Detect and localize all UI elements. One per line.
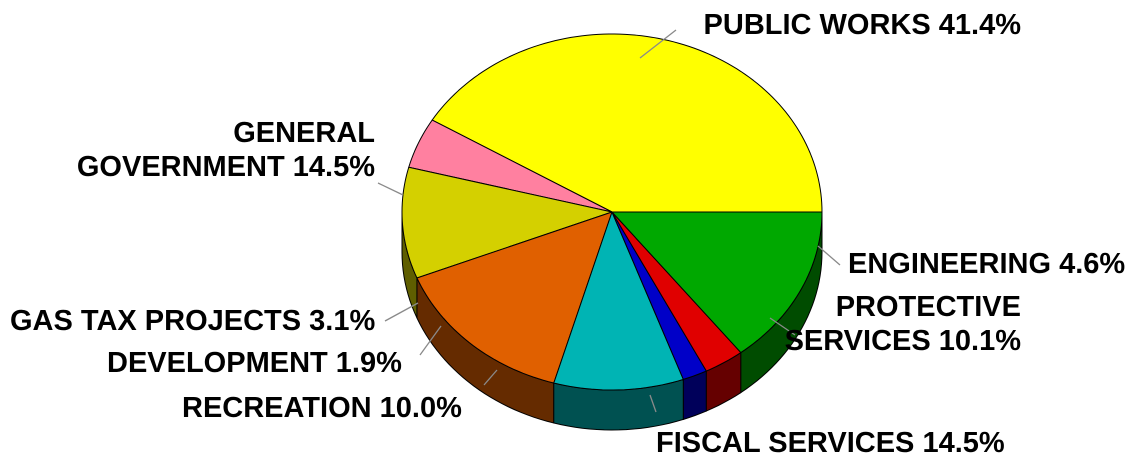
leader-line-4 [649, 394, 657, 413]
leader-line-7 [384, 302, 419, 322]
leader-line-2 [817, 245, 841, 266]
leader-line-6 [419, 325, 442, 356]
leader-line-3 [769, 317, 796, 336]
slice-label-6: DEVELOPMENT 1.9% [107, 347, 402, 379]
slice-label-8-line-1: GENERAL [233, 117, 375, 149]
slice-label-5: RECREATION 10.0% [182, 392, 462, 424]
pie-slice-1 [431, 33, 823, 213]
pie-slice-2 [408, 119, 613, 213]
pie-slice-7 [611, 211, 742, 372]
slice-label-8-line-2: GOVERNMENT 14.5% [77, 151, 375, 183]
slice-label-2: ENGINEERING 4.6% [848, 248, 1125, 280]
pie-slice-6 [611, 211, 707, 380]
slice-label-3-line-1: PROTECTIVE [836, 291, 1021, 323]
pie-slice-3 [401, 166, 613, 279]
leader-line-5 [483, 369, 498, 386]
leader-line-8 [377, 182, 404, 196]
pie-sides [401, 211, 823, 431]
pie-slice-8 [611, 211, 823, 354]
slice-label-1: PUBLIC WORKS 41.4% [704, 9, 1022, 41]
pie-tops [401, 33, 823, 391]
pie-slice-4 [416, 211, 613, 384]
slice-label-7: GAS TAX PROJECTS 3.1% [10, 305, 375, 337]
pie-labels: PUBLIC WORKS 41.4% ENGINEERING 4.6% PROTEC… [10, 9, 1125, 459]
slice-label-3-line-2: SERVICES 10.1% [785, 325, 1022, 357]
pie-slice-5 [553, 211, 684, 391]
slice-label-4: FISCAL SERVICES 14.5% [656, 427, 1005, 459]
leader-line-1 [639, 29, 677, 59]
